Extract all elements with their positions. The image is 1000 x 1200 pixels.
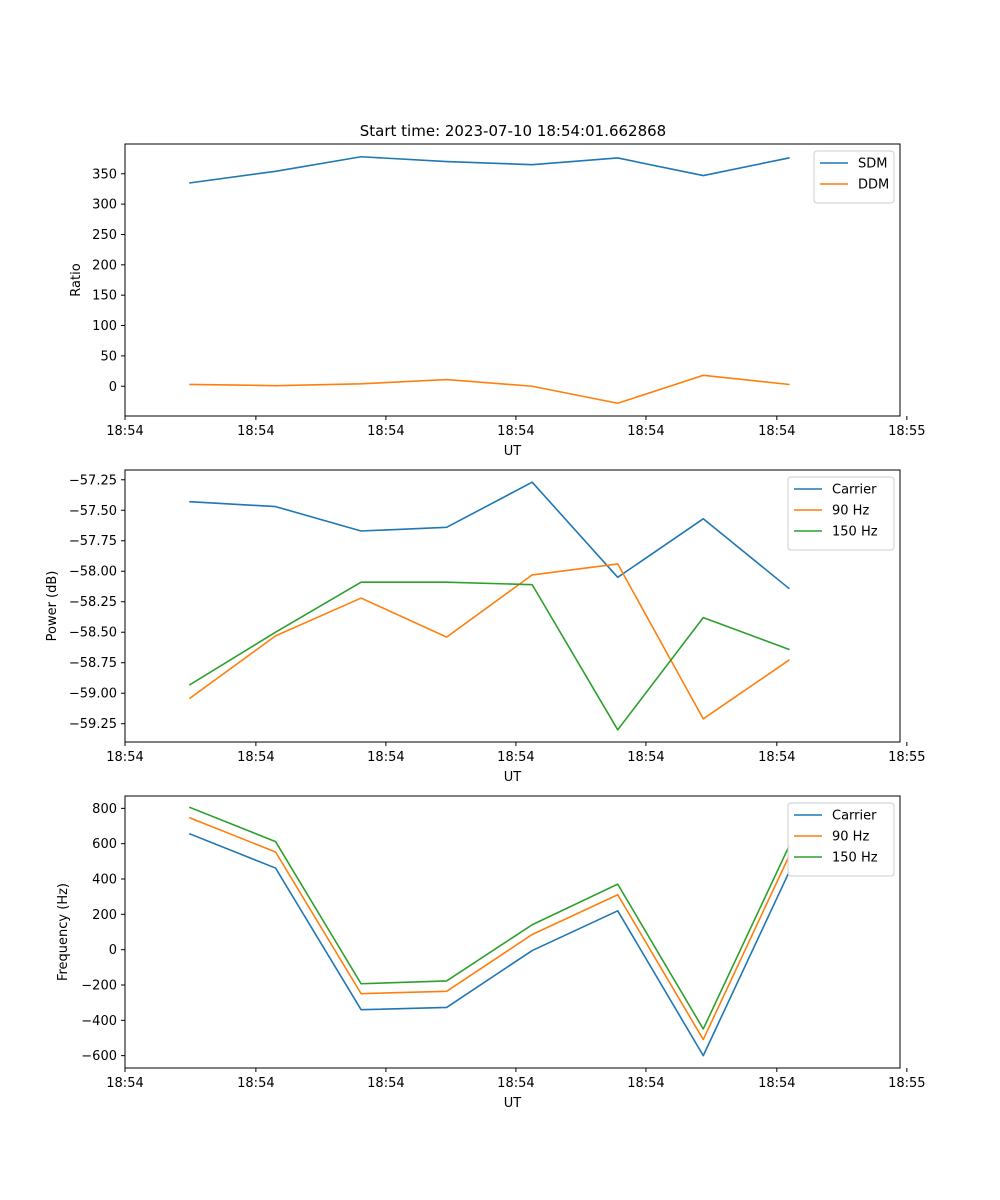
x-tick-label: 18:54	[627, 750, 664, 765]
legend-label: DDM	[858, 178, 889, 193]
y-tick-label: −58.75	[69, 656, 117, 671]
y-tick-label: 200	[92, 908, 117, 923]
x-tick-label: 18:54	[758, 424, 795, 439]
axes-frame	[124, 143, 901, 417]
x-tick-label: 18:55	[888, 750, 925, 765]
legend-label: Carrier	[832, 809, 877, 824]
x-tick-label: 18:54	[106, 750, 143, 765]
legend-label: 90 Hz	[832, 830, 869, 845]
y-tick-label: 50	[100, 349, 117, 364]
series-line-sdm	[189, 155, 790, 184]
series-line-carrier	[189, 481, 790, 590]
x-axis-label: UT	[504, 770, 522, 785]
legend-label: SDM	[858, 157, 887, 172]
y-axis-label: Frequency (Hz)	[56, 883, 71, 981]
x-tick-label: 18:54	[627, 424, 664, 439]
y-tick-label: 100	[92, 319, 117, 334]
y-tick-label: −57.50	[69, 504, 117, 519]
y-tick-label: −58.50	[69, 626, 117, 641]
y-tick-label: 0	[109, 380, 117, 395]
series-line-150-hz	[188, 806, 790, 1030]
x-tick-label: 18:54	[237, 750, 274, 765]
x-tick-label: 18:54	[758, 750, 795, 765]
legend-label: 90 Hz	[832, 504, 869, 519]
x-axis-label: UT	[504, 444, 522, 459]
series-line-carrier	[188, 832, 790, 1057]
x-tick-label: 18:54	[497, 424, 534, 439]
x-tick-label: 18:55	[888, 1076, 925, 1091]
chart-2: 18:54 18:54 18:54 18:54 18:54 18:54 18:55 −59.2…	[45, 469, 926, 785]
x-tick-label: 18:54	[367, 750, 404, 765]
x-tick-label: 18:54	[497, 750, 534, 765]
y-axis-label: Power (dB)	[45, 571, 60, 642]
y-tick-label: 250	[92, 228, 117, 243]
x-tick-label: 18:54	[106, 1076, 143, 1091]
x-tick-label: 18:55	[888, 424, 925, 439]
axes-frame	[124, 795, 901, 1069]
legend-label: 150 Hz	[832, 525, 878, 540]
legend: Carrier 90 Hz 150 Hz	[787, 802, 895, 877]
y-tick-label: −200	[81, 978, 117, 993]
series-line-90-hz	[188, 816, 790, 1041]
x-tick-label: 18:54	[237, 1076, 274, 1091]
series-line-150-hz	[188, 581, 790, 731]
y-tick-label: 600	[92, 837, 117, 852]
series-line-ddm	[189, 374, 790, 405]
x-tick-label: 18:54	[497, 1076, 534, 1091]
x-tick-label: 18:54	[106, 424, 143, 439]
x-tick-label: 18:54	[367, 1076, 404, 1091]
x-tick-label: 18:54	[627, 1076, 664, 1091]
y-tick-label: 400	[92, 873, 117, 888]
x-tick-label: 18:54	[237, 424, 274, 439]
y-tick-label: −59.25	[69, 717, 117, 732]
y-tick-label: 800	[92, 802, 117, 817]
y-tick-label: −59.00	[69, 687, 117, 702]
y-tick-label: 300	[92, 198, 117, 213]
chart-3: 18:54 18:54 18:54 18:54 18:54 18:54 18:55 −600 −…	[56, 795, 926, 1111]
legend-label: Carrier	[832, 483, 877, 498]
y-tick-label: −400	[81, 1014, 117, 1029]
series-line-90-hz	[188, 563, 790, 720]
y-tick-label: −57.25	[69, 473, 117, 488]
y-tick-label: −57.75	[69, 534, 117, 549]
y-axis-label: Ratio	[69, 263, 84, 296]
legend: SDM DDM	[813, 150, 895, 204]
y-tick-label: −58.25	[69, 595, 117, 610]
legend-label: 150 Hz	[832, 851, 878, 866]
y-tick-label: 0	[109, 943, 117, 958]
y-tick-label: −600	[81, 1049, 117, 1064]
y-tick-label: −58.00	[69, 565, 117, 580]
y-tick-label: 150	[92, 289, 117, 304]
y-tick-label: 200	[92, 258, 117, 273]
legend: Carrier 90 Hz 150 Hz	[787, 476, 895, 551]
x-tick-label: 18:54	[758, 1076, 795, 1091]
figure-title: Start time: 2023-07-10 18:54:01.662868	[360, 122, 666, 140]
chart-1: 18:54 18:54 18:54 18:54 18:54 18:54 18:55 0 50 10…	[69, 143, 926, 459]
x-tick-label: 18:54	[367, 424, 404, 439]
legend-box	[813, 150, 895, 204]
y-tick-label: 350	[92, 167, 117, 182]
x-axis-label: UT	[504, 1096, 522, 1111]
axes-frame	[124, 469, 901, 743]
